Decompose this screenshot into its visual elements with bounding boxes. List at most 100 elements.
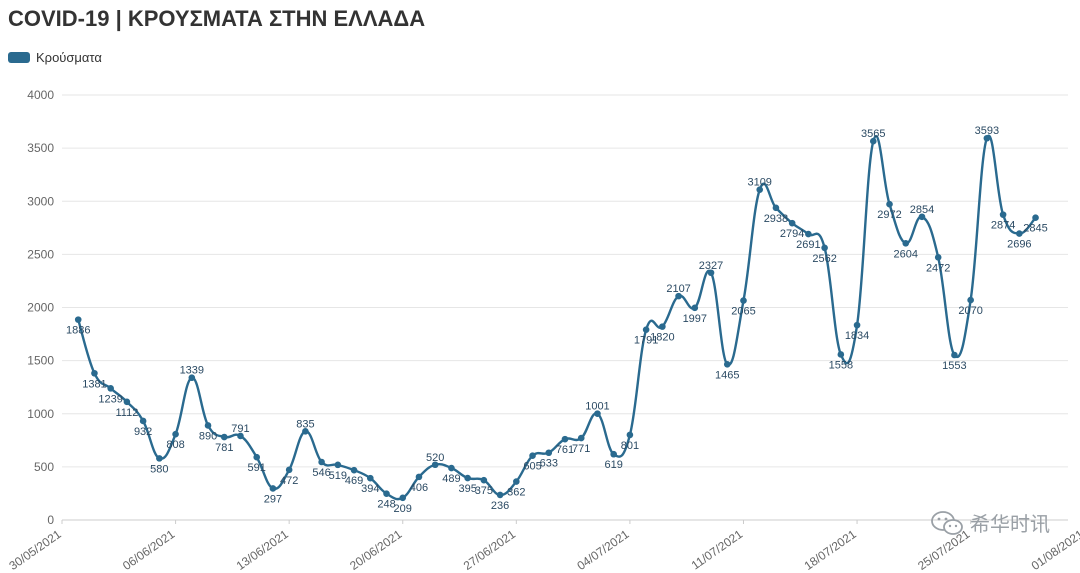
data-label: 771	[572, 443, 590, 455]
data-label: 1997	[683, 313, 707, 325]
x-tick-label: 11/07/2021	[689, 527, 746, 573]
data-point	[1016, 230, 1023, 237]
data-label: 3593	[975, 125, 999, 137]
x-tick-label: 20/06/2021	[347, 527, 404, 573]
data-points	[74, 134, 1039, 502]
data-label: 835	[296, 418, 314, 430]
data-point	[123, 398, 131, 406]
data-point	[350, 466, 358, 474]
data-point	[464, 474, 471, 482]
data-point	[561, 435, 569, 443]
data-point	[220, 433, 228, 441]
data-point	[756, 186, 764, 193]
data-point	[642, 326, 650, 334]
data-label: 394	[361, 483, 379, 495]
data-point	[772, 204, 780, 212]
x-axis: 30/05/2021 06/06/2021 13/06/2021 20/06/2021…	[6, 520, 1080, 573]
data-label: 890	[199, 430, 217, 442]
data-point	[967, 296, 974, 304]
x-tick-label: 13/06/2021	[234, 527, 291, 573]
data-point	[659, 323, 666, 330]
data-point	[610, 450, 617, 458]
data-label: 781	[215, 442, 233, 454]
data-point	[172, 430, 179, 438]
data-point	[821, 244, 828, 252]
legend-label: Κρούσματα	[36, 50, 102, 65]
data-point	[999, 211, 1007, 218]
data-point	[675, 292, 682, 300]
y-tick-label: 3500	[27, 141, 54, 155]
data-label: 248	[377, 499, 395, 511]
data-point	[805, 230, 812, 238]
data-label: 3565	[861, 128, 885, 140]
grid-lines	[62, 94, 1068, 521]
data-point	[237, 432, 244, 440]
data-label: 209	[394, 503, 412, 515]
data-point	[918, 213, 926, 221]
data-point	[74, 316, 82, 323]
data-point	[723, 361, 731, 368]
x-tick-label: 30/05/2021	[6, 527, 63, 573]
data-label: 1339	[180, 365, 204, 377]
data-label: 2070	[958, 305, 982, 317]
data-point	[513, 478, 520, 485]
data-point	[951, 351, 958, 359]
data-point	[496, 491, 504, 499]
data-label: 2874	[991, 220, 1015, 232]
data-label: 1381	[82, 378, 106, 390]
data-label: 1886	[66, 325, 90, 337]
y-axis: 0 500 1000 1500 2000 2500 3000 3500 4000	[27, 88, 54, 527]
data-label: 1239	[98, 393, 122, 405]
data-label: 580	[150, 463, 168, 475]
data-point	[399, 494, 407, 502]
legend-swatch	[8, 52, 30, 63]
data-label: 520	[426, 452, 444, 464]
y-tick-label: 0	[47, 513, 54, 527]
data-label: 2696	[1007, 239, 1031, 251]
data-point	[139, 417, 147, 425]
data-label: 619	[604, 459, 622, 471]
data-label: 472	[280, 475, 298, 487]
data-label: 801	[621, 440, 639, 452]
data-label: 2562	[812, 253, 836, 265]
y-tick-label: 1500	[27, 354, 54, 368]
data-point	[448, 464, 455, 472]
data-point	[934, 254, 942, 261]
data-label: 2327	[699, 260, 723, 272]
data-point	[594, 410, 601, 417]
data-label: 1834	[845, 330, 869, 342]
data-label: 1112	[115, 407, 138, 419]
data-label: 2972	[877, 209, 901, 221]
y-tick-label: 3000	[27, 194, 54, 208]
data-point	[383, 490, 390, 497]
data-point	[334, 461, 342, 469]
data-label: 2845	[1023, 223, 1047, 235]
data-label: 591	[248, 462, 266, 474]
y-tick-label: 500	[34, 460, 54, 474]
x-tick-label: 06/06/2021	[120, 527, 177, 573]
x-tick-label: 18/07/2021	[802, 527, 859, 573]
data-label: 2604	[893, 248, 917, 260]
data-point	[188, 374, 196, 382]
data-label: 2107	[666, 283, 690, 295]
data-point	[869, 137, 877, 145]
data-point	[107, 385, 114, 392]
watermark-text: 希华时讯	[970, 514, 1050, 536]
data-label: 1820	[650, 332, 674, 344]
data-label: 2472	[926, 262, 950, 274]
data-point	[302, 427, 309, 435]
data-point	[366, 474, 374, 482]
data-label: 2794	[780, 228, 804, 240]
data-label: 2065	[731, 306, 755, 318]
data-label: 395	[458, 483, 476, 495]
data-label: 469	[345, 475, 363, 487]
data-label: 633	[540, 458, 558, 470]
data-label: 519	[329, 470, 347, 482]
legend[interactable]: Κρούσματα	[8, 50, 102, 65]
data-label: 2854	[910, 204, 934, 216]
y-tick-label: 2000	[27, 301, 54, 315]
data-label: 808	[166, 439, 184, 451]
y-tick-label: 4000	[27, 88, 54, 102]
